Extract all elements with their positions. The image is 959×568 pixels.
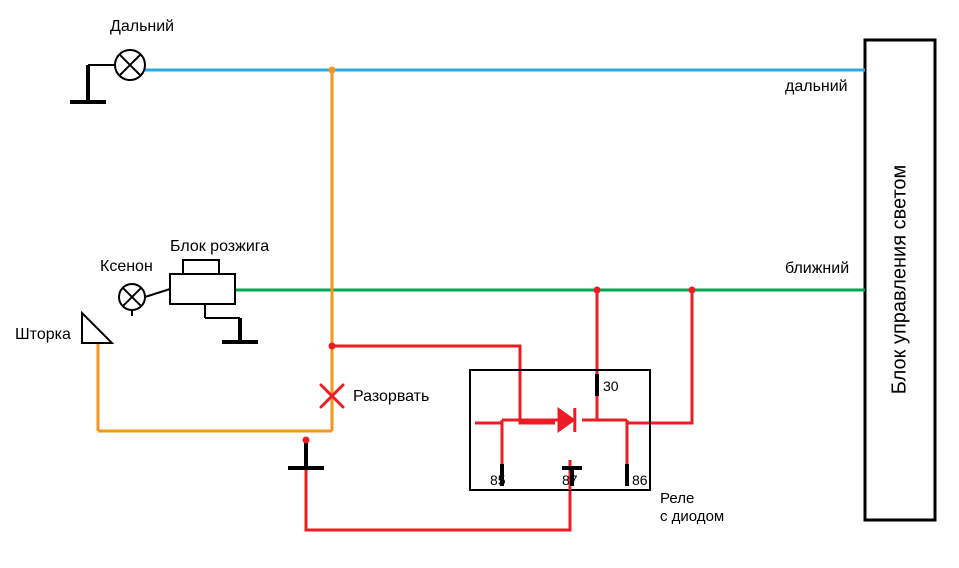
label-pin-87: 87 xyxy=(562,472,578,488)
label-relay-title: Реле xyxy=(660,490,694,507)
wire-red-86 xyxy=(627,290,692,423)
label-high-beam-title: Дальний xyxy=(110,18,174,36)
label-control-block: Блок управления светом xyxy=(889,160,912,400)
diode-triangle xyxy=(558,408,575,432)
label-shutter: Шторка xyxy=(15,326,71,344)
ballast-top xyxy=(183,260,219,274)
label-relay-title2: с диодом xyxy=(660,508,724,525)
label-pin-86: 86 xyxy=(632,472,648,488)
label-xenon: Ксенон xyxy=(100,258,153,276)
ballast-body xyxy=(170,274,235,304)
wire-red-87-ground xyxy=(306,440,570,530)
diagram-stage: Дальний дальний ближний Ксенон Блок розжига Ш… xyxy=(0,0,959,568)
label-pin-85: 85 xyxy=(490,472,506,488)
label-break: Разорвать xyxy=(353,388,429,406)
label-pin-30: 30 xyxy=(603,378,619,394)
label-ballast: Блок розжига xyxy=(170,238,269,256)
wire-red-to-diode xyxy=(332,346,555,423)
label-low-beam-line: ближний xyxy=(785,260,849,278)
shutter xyxy=(82,313,112,343)
label-high-beam-line: дальний xyxy=(785,78,848,96)
